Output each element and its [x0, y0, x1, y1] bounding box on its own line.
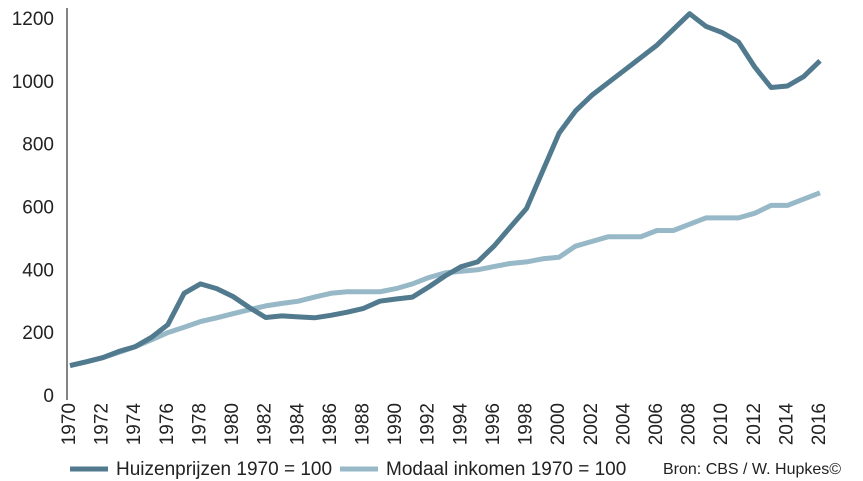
x-tick-label: 2014 — [776, 403, 797, 446]
x-tick-label: 1998 — [516, 403, 537, 445]
legend-label: Modaal inkomen 1970 = 100 — [386, 459, 626, 480]
x-tick-label: 2016 — [809, 403, 830, 445]
legend-label: Huizenprijzen 1970 = 100 — [116, 459, 332, 480]
x-tick-label: 1990 — [385, 403, 406, 445]
source: Bron: CBS / W. Hupkes© — [663, 461, 841, 478]
x-tick-label: 2010 — [711, 403, 732, 445]
x-tick-label: 2008 — [679, 403, 700, 445]
y-tick-label: 600 — [22, 198, 54, 219]
y-tick-label: 0 — [43, 386, 54, 407]
x-tick-label: 2012 — [744, 403, 765, 445]
y-tick-label: 200 — [22, 323, 54, 344]
x-tick-label: 1994 — [450, 403, 471, 446]
x-tick-label: 2002 — [581, 403, 602, 445]
x-tick-label: 1978 — [189, 403, 210, 445]
x-tick-label: 1976 — [157, 403, 178, 445]
x-tick-label: 1986 — [320, 403, 341, 445]
line — [69, 190, 821, 369]
x-tick-label: 2000 — [548, 403, 569, 445]
x-tick-label: 2004 — [613, 403, 634, 446]
line — [69, 11, 822, 369]
x-tick-label: 1972 — [92, 403, 113, 445]
x-tick-label: 1980 — [222, 403, 243, 445]
x-tick-label: 1970 — [59, 403, 80, 445]
y-tick-label: 800 — [22, 135, 54, 156]
x-tick-label: 1984 — [287, 403, 308, 446]
y-tick-label: 1200 — [12, 9, 54, 30]
x-tick-label: 1982 — [255, 403, 276, 445]
x-tick-label: 1974 — [124, 403, 145, 446]
x-tick-label: 2006 — [646, 403, 667, 445]
y-tick-label: 400 — [22, 260, 54, 281]
x-tick-label: 1988 — [352, 403, 373, 445]
x-tick-label: 1996 — [483, 403, 504, 445]
x-tick-label: 1992 — [418, 403, 439, 445]
y-tick-label: 1000 — [12, 72, 54, 93]
